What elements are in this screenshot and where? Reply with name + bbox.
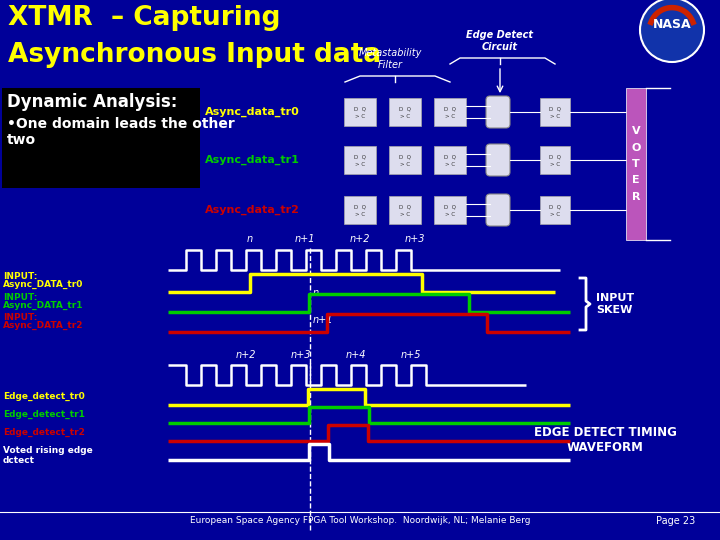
Text: INPUT
SKEW: INPUT SKEW: [596, 293, 634, 315]
FancyBboxPatch shape: [540, 98, 570, 126]
Text: D  Q: D Q: [549, 205, 561, 210]
Text: EDGE DETECT TIMING
WAVEFORM: EDGE DETECT TIMING WAVEFORM: [534, 426, 676, 454]
Text: Edge_detect_tr1: Edge_detect_tr1: [3, 410, 85, 419]
FancyBboxPatch shape: [344, 146, 376, 174]
Text: Voted rising edge
dctect: Voted rising edge dctect: [3, 446, 93, 465]
FancyBboxPatch shape: [389, 146, 421, 174]
FancyBboxPatch shape: [389, 196, 421, 224]
Text: > C: > C: [550, 163, 560, 167]
Text: Async_DATA_tr2: Async_DATA_tr2: [3, 321, 84, 330]
Text: Async_DATA_tr1: Async_DATA_tr1: [3, 301, 84, 310]
Text: > C: > C: [550, 114, 560, 119]
FancyBboxPatch shape: [2, 88, 200, 188]
Text: Async_data_tr0: Async_data_tr0: [205, 107, 300, 117]
FancyBboxPatch shape: [434, 146, 466, 174]
Text: > C: > C: [400, 163, 410, 167]
Text: n: n: [313, 288, 319, 298]
Text: n: n: [247, 234, 253, 244]
Text: Async_data_tr2: Async_data_tr2: [205, 205, 300, 215]
Text: D  Q: D Q: [354, 154, 366, 159]
FancyBboxPatch shape: [434, 196, 466, 224]
Text: XTMR  – Capturing: XTMR – Capturing: [8, 5, 281, 31]
Text: > C: > C: [445, 213, 455, 218]
Text: Edge_detect_tr2: Edge_detect_tr2: [3, 428, 85, 437]
Text: D  Q: D Q: [399, 106, 411, 111]
Text: INPUT:: INPUT:: [3, 293, 37, 302]
Text: D  Q: D Q: [444, 154, 456, 159]
FancyBboxPatch shape: [344, 98, 376, 126]
Text: > C: > C: [550, 213, 560, 218]
Text: n+2: n+2: [235, 350, 256, 360]
Text: INPUT:: INPUT:: [3, 272, 37, 281]
Circle shape: [640, 0, 704, 62]
FancyBboxPatch shape: [486, 144, 510, 176]
FancyBboxPatch shape: [434, 98, 466, 126]
Text: D  Q: D Q: [549, 154, 561, 159]
Text: D  Q: D Q: [399, 154, 411, 159]
Text: Async_DATA_tr0: Async_DATA_tr0: [3, 280, 84, 289]
Text: n+5: n+5: [401, 350, 421, 360]
Text: •One domain leads the other
two: •One domain leads the other two: [7, 117, 235, 147]
Text: D  Q: D Q: [354, 106, 366, 111]
Text: n+4: n+4: [346, 350, 366, 360]
Text: V
O
T
E
R: V O T E R: [631, 126, 641, 202]
FancyBboxPatch shape: [389, 98, 421, 126]
Text: Metastability
Filter: Metastability Filter: [359, 49, 422, 70]
Text: n+2: n+2: [350, 234, 370, 244]
Text: D  Q: D Q: [444, 205, 456, 210]
Text: European Space Agency FPGA Tool Workshop.  Noordwijk, NL; Melanie Berg: European Space Agency FPGA Tool Workshop…: [190, 516, 530, 525]
Text: Async_data_tr1: Async_data_tr1: [205, 155, 300, 165]
Text: n+1: n+1: [313, 315, 333, 325]
Text: Edge_detect_tr0: Edge_detect_tr0: [3, 392, 85, 401]
FancyBboxPatch shape: [540, 196, 570, 224]
Text: D  Q: D Q: [399, 205, 411, 210]
Text: > C: > C: [445, 114, 455, 119]
Text: Asynchronous Input data: Asynchronous Input data: [8, 42, 382, 68]
Text: n+1: n+1: [294, 234, 315, 244]
Text: D  Q: D Q: [549, 106, 561, 111]
Text: > C: > C: [355, 114, 365, 119]
Text: D  Q: D Q: [354, 205, 366, 210]
FancyBboxPatch shape: [344, 196, 376, 224]
Text: Edge Detect
Circuit: Edge Detect Circuit: [467, 30, 534, 52]
Text: INPUT:: INPUT:: [3, 313, 37, 322]
Text: n+3: n+3: [291, 350, 311, 360]
Text: Dynamic Analysis:: Dynamic Analysis:: [7, 93, 177, 111]
FancyBboxPatch shape: [540, 146, 570, 174]
Text: NASA: NASA: [653, 18, 691, 31]
Text: n+3: n+3: [405, 234, 426, 244]
FancyBboxPatch shape: [486, 96, 510, 128]
Text: Page 23: Page 23: [656, 516, 695, 526]
Text: > C: > C: [400, 213, 410, 218]
FancyBboxPatch shape: [486, 194, 510, 226]
FancyBboxPatch shape: [626, 88, 646, 240]
Text: > C: > C: [355, 163, 365, 167]
Text: D  Q: D Q: [444, 106, 456, 111]
Text: > C: > C: [400, 114, 410, 119]
Text: > C: > C: [355, 213, 365, 218]
Text: > C: > C: [445, 163, 455, 167]
